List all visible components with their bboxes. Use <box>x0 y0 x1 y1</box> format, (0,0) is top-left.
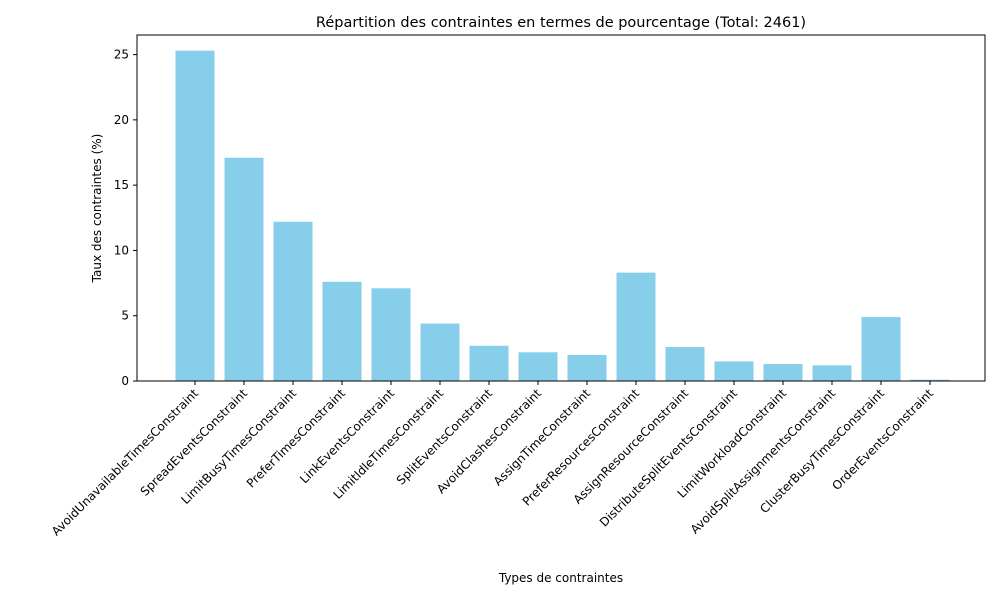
plot-frame <box>136 34 986 382</box>
chart-title: Répartition des contraintes en termes de… <box>316 15 806 31</box>
bar-SpreadEventsConstraint <box>224 157 264 381</box>
y-tick-label: 15 <box>114 178 129 192</box>
bar-PreferResourcesConstraint <box>616 272 656 381</box>
y-tick-label: 0 <box>121 374 129 388</box>
x-tick-label: PreferTimesConstraint <box>244 386 348 490</box>
bar-DistributeSplitEventsConstraint <box>714 361 754 381</box>
x-tick-label: AssignTimeConstraint <box>491 386 594 489</box>
x-tick-label: LinkEventsConstraint <box>297 386 397 486</box>
y-axis-label: Taux des contraintes (%) <box>90 134 104 284</box>
bar-AssignTimeConstraint <box>567 354 607 381</box>
bar-OrderEventsConstraint <box>910 379 950 381</box>
bar-LimitWorkloadConstraint <box>763 364 803 381</box>
y-tick-label: 10 <box>114 243 129 257</box>
bar-PreferTimesConstraint <box>322 281 362 381</box>
y-tick-label: 25 <box>114 48 129 62</box>
bar-LimitIdleTimesConstraint <box>420 323 460 381</box>
x-tick-label: SplitEventsConstraint <box>394 386 496 488</box>
bar-AssignResourceConstraint <box>665 347 705 381</box>
y-tick-label: 20 <box>114 113 129 127</box>
bar-LimitBusyTimesConstraint <box>273 221 313 381</box>
x-axis-label: Types de contraintes <box>498 571 623 585</box>
bar-ClusterBusyTimesConstraint <box>861 317 901 381</box>
bar-AvoidUnavailableTimesConstraint <box>175 50 215 382</box>
bar-AvoidClashesConstraint <box>518 352 558 381</box>
y-tick-label: 5 <box>121 309 129 323</box>
plot-area: 0510152025AvoidUnavailableTimesConstrain… <box>49 34 986 538</box>
bar-LinkEventsConstraint <box>371 288 411 381</box>
bar-AvoidSplitAssignmentsConstraint <box>812 365 852 381</box>
x-tick-label: OrderEventsConstraint <box>829 386 936 493</box>
bar-SplitEventsConstraint <box>469 345 509 381</box>
